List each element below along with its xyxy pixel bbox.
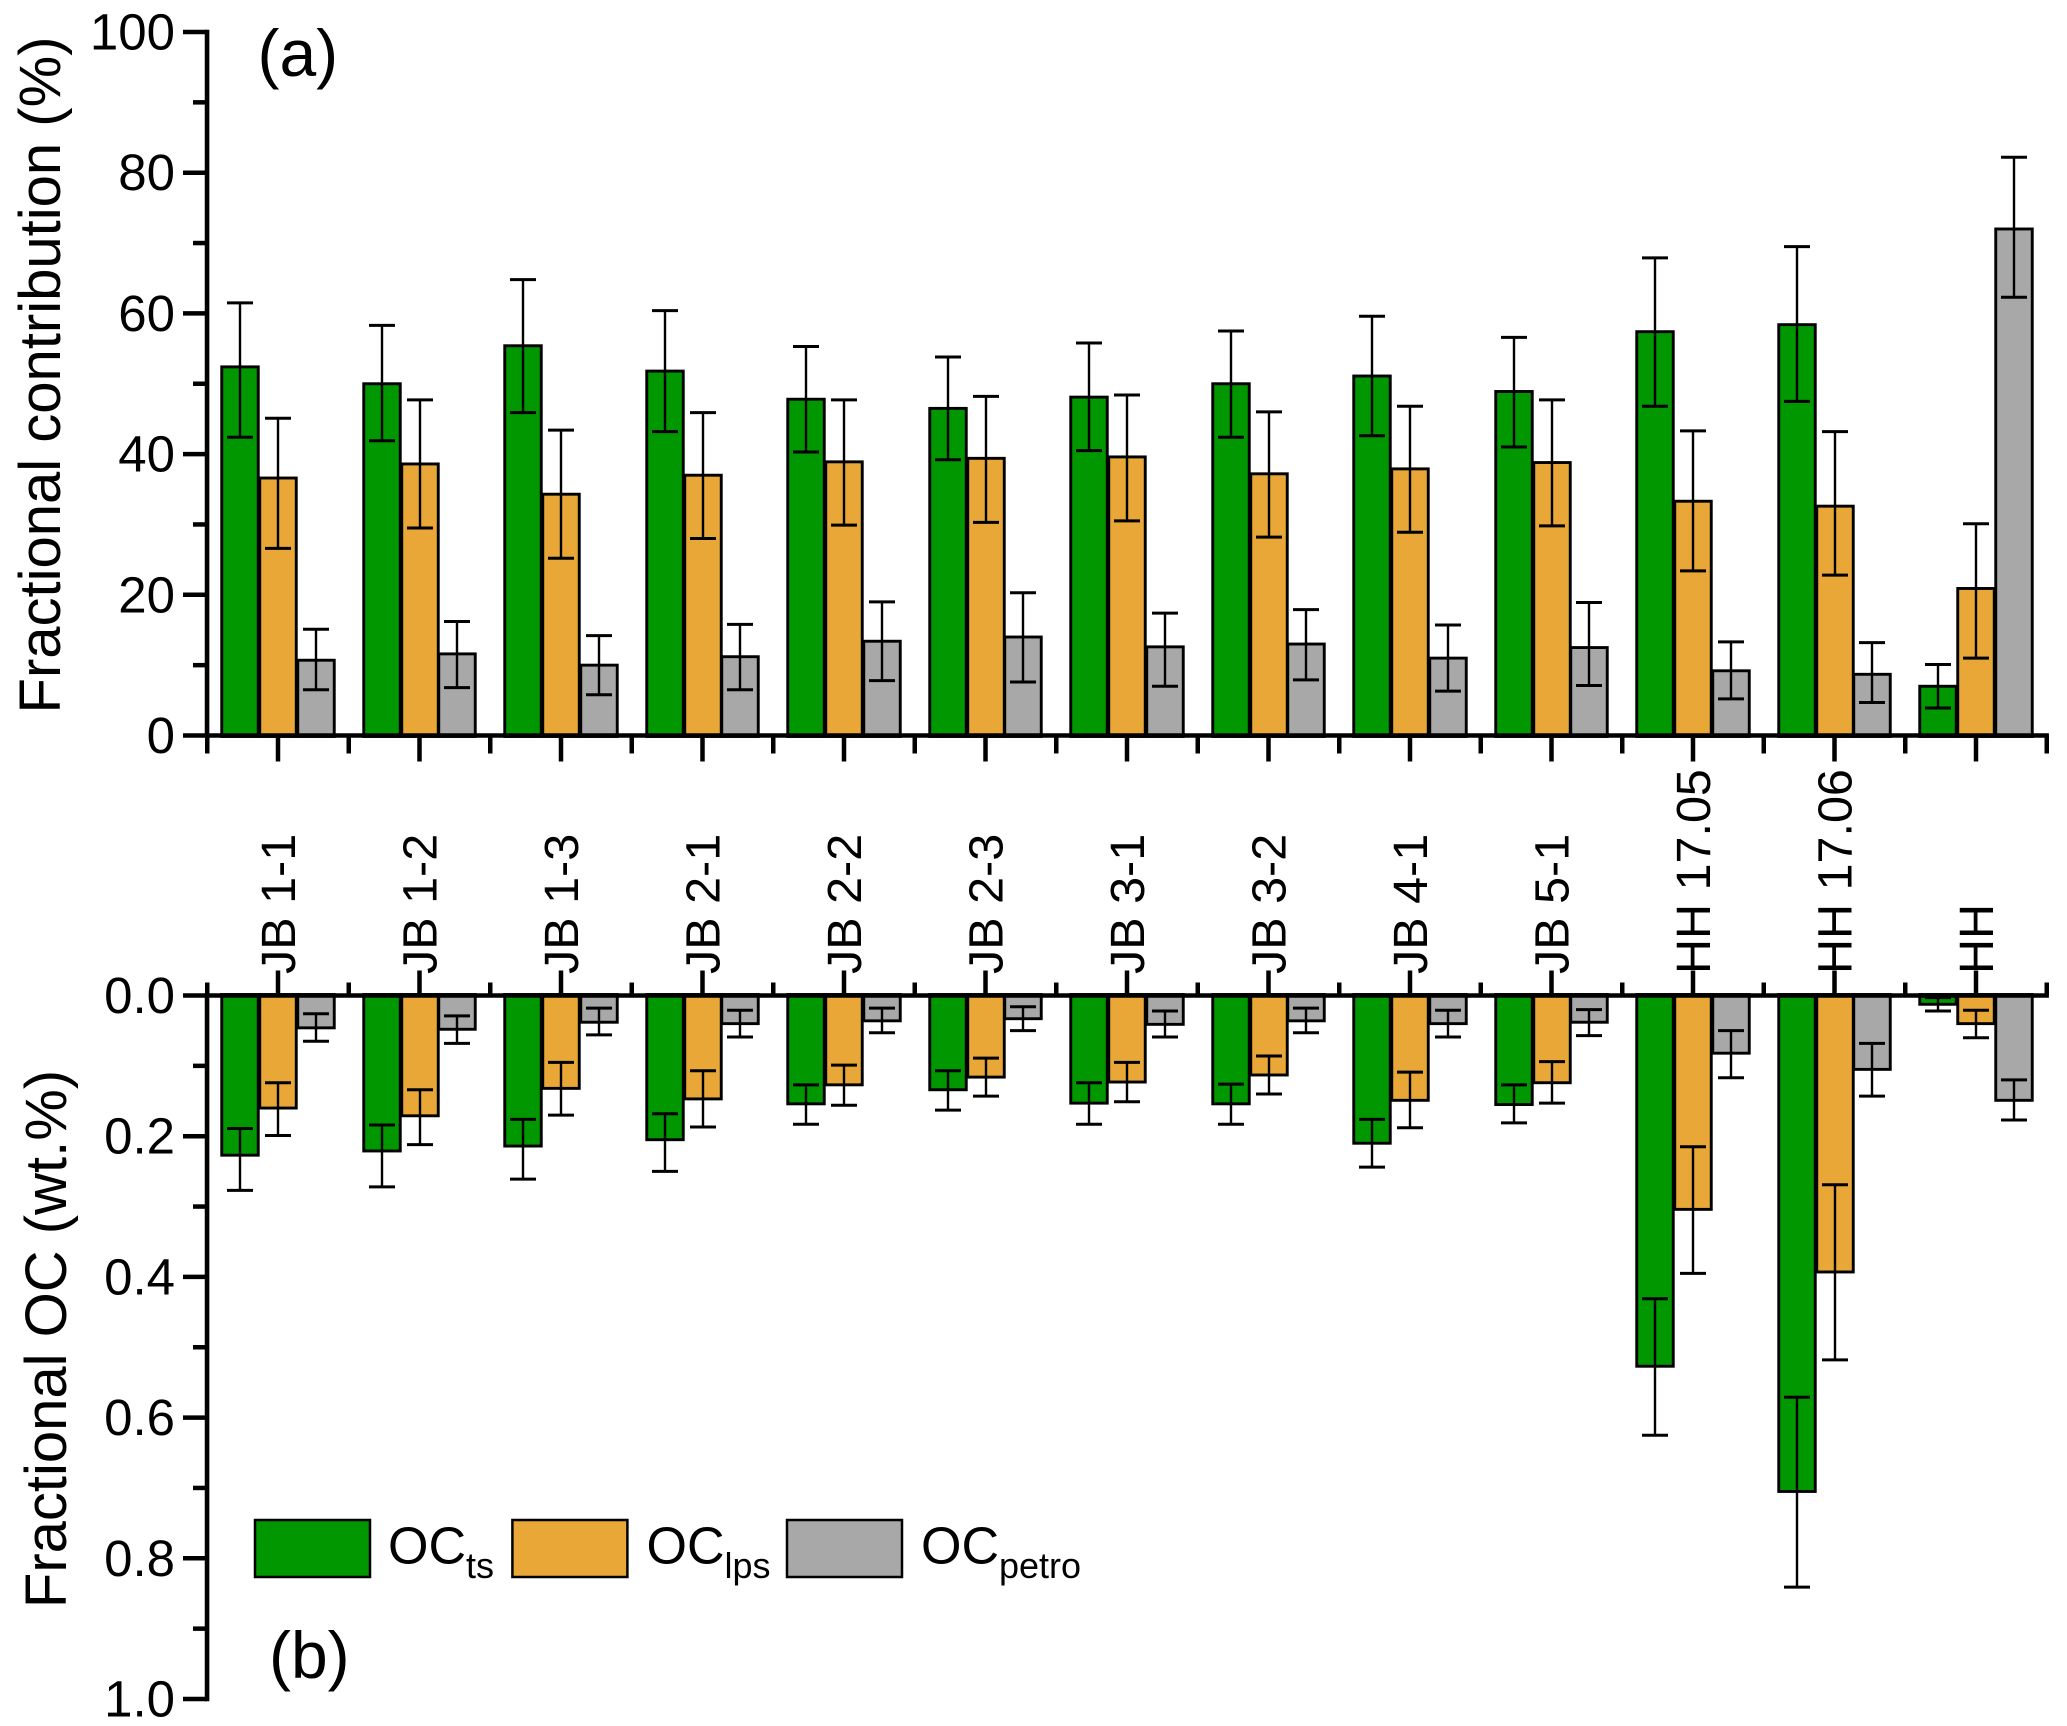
svg-text:20: 20: [118, 566, 175, 623]
svg-text:Fractional contribution (%): Fractional contribution (%): [8, 37, 73, 714]
svg-text:JB 3-2: JB 3-2: [1243, 834, 1297, 974]
svg-text:JB 2-2: JB 2-2: [818, 834, 872, 974]
svg-text:JB 1-3: JB 1-3: [535, 834, 589, 974]
svg-text:0: 0: [147, 707, 175, 764]
svg-text:(b): (b): [269, 1618, 350, 1692]
svg-text:1.0: 1.0: [104, 1671, 175, 1726]
svg-text:(a): (a): [258, 16, 339, 90]
svg-text:JB 1-2: JB 1-2: [394, 834, 448, 974]
svg-text:JB 1-1: JB 1-1: [252, 834, 306, 974]
svg-text:JB 2-3: JB 2-3: [960, 834, 1014, 974]
svg-text:Fractional OC (wt.%): Fractional OC (wt.%): [14, 1070, 79, 1608]
svg-text:JB 4-1: JB 4-1: [1384, 834, 1438, 974]
svg-text:0.0: 0.0: [104, 967, 175, 1024]
svg-text:HH 17.06: HH 17.06: [1809, 769, 1863, 974]
svg-text:0.8: 0.8: [104, 1530, 175, 1587]
svg-text:JB 5-1: JB 5-1: [1526, 834, 1580, 974]
svg-text:100: 100: [90, 4, 175, 61]
svg-text:40: 40: [118, 426, 175, 483]
svg-text:0.2: 0.2: [104, 1108, 175, 1165]
svg-text:JB 2-1: JB 2-1: [677, 834, 731, 974]
svg-text:HH: HH: [1950, 904, 2004, 974]
svg-text:60: 60: [118, 285, 175, 342]
svg-text:JB 3-1: JB 3-1: [1101, 834, 1155, 974]
svg-text:80: 80: [118, 144, 175, 201]
svg-text:0.4: 0.4: [104, 1248, 175, 1305]
svg-text:HH 17.05: HH 17.05: [1667, 769, 1721, 974]
svg-text:0.6: 0.6: [104, 1389, 175, 1446]
